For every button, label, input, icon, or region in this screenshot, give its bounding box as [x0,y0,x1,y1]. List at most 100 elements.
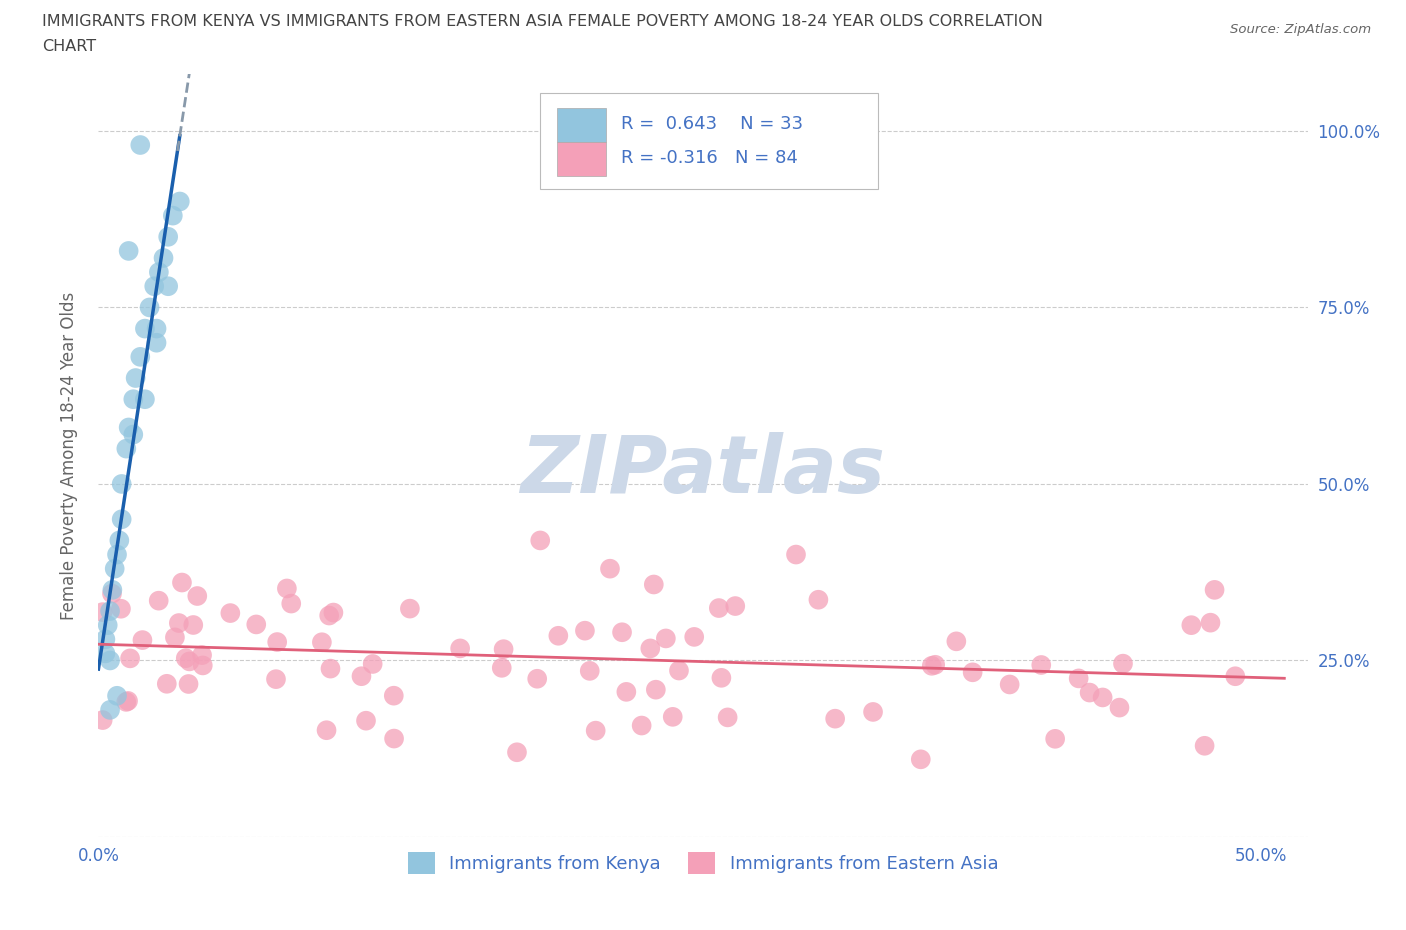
Point [824,711,846,726]
Point [945,634,967,649]
Point [156,676,179,691]
Point [1112,657,1135,671]
Point [105,688,128,703]
Point [318,608,340,623]
Point [148,265,170,280]
Point [574,623,596,638]
Text: ZIPatlas: ZIPatlas [520,432,886,510]
Point [655,631,678,645]
Point [131,632,153,647]
Point [169,194,191,209]
Point [683,630,706,644]
Point [177,676,200,691]
Point [104,561,127,576]
Point [322,605,344,620]
Point [630,718,652,733]
Legend: Immigrants from Kenya, Immigrants from Eastern Asia: Immigrants from Kenya, Immigrants from E… [401,844,1005,882]
Point [266,634,288,649]
Point [101,582,124,597]
Point [1108,700,1130,715]
Point [98,702,121,717]
Point [1180,618,1202,632]
Point [115,695,138,710]
FancyBboxPatch shape [557,142,606,176]
Point [101,586,124,601]
Point [148,593,170,608]
Point [110,602,132,617]
Point [614,684,637,699]
Point [315,723,337,737]
Point [181,618,204,632]
Point [506,745,529,760]
Point [962,665,984,680]
Point [129,350,152,365]
Point [98,604,121,618]
Point [529,533,551,548]
Point [191,647,214,662]
Point [163,630,186,644]
Point [94,646,117,661]
Point [1225,669,1247,684]
Y-axis label: Female Poverty Among 18-24 Year Olds: Female Poverty Among 18-24 Year Olds [59,292,77,619]
Point [707,601,730,616]
Text: IMMIGRANTS FROM KENYA VS IMMIGRANTS FROM EASTERN ASIA FEMALE POVERTY AMONG 18-24: IMMIGRANTS FROM KENYA VS IMMIGRANTS FROM… [42,14,1043,29]
Text: Source: ZipAtlas.com: Source: ZipAtlas.com [1230,23,1371,36]
Point [724,599,747,614]
Point [174,651,197,666]
Point [1204,582,1226,597]
Point [998,677,1021,692]
Point [785,547,807,562]
Text: R = -0.316   N = 84: R = -0.316 N = 84 [621,150,797,167]
Point [276,581,298,596]
Point [264,671,287,686]
Point [578,663,600,678]
Point [643,577,665,591]
Point [122,392,145,406]
Point [361,657,384,671]
Point [862,705,884,720]
Point [350,669,373,684]
Point [111,476,134,491]
Point [1199,616,1222,631]
Point [134,392,156,406]
Point [644,683,666,698]
Point [399,601,422,616]
Point [145,321,167,336]
Point [115,441,138,456]
Point [145,336,167,351]
Point [319,661,342,676]
Point [354,713,377,728]
Point [191,658,214,673]
Point [1078,685,1101,700]
Point [1031,658,1053,672]
Point [152,250,174,265]
Point [1194,738,1216,753]
Point [179,654,201,669]
Point [610,625,633,640]
Point [186,589,208,604]
Point [547,629,569,644]
Point [120,651,142,666]
Point [492,642,515,657]
Point [599,561,621,576]
Point [97,618,120,632]
Point [449,641,471,656]
Point [245,617,267,631]
Point [157,230,180,245]
Point [921,658,943,673]
Point [382,731,405,746]
Point [91,604,114,619]
Point [1091,690,1114,705]
FancyBboxPatch shape [540,94,879,189]
Point [167,616,190,631]
Point [807,592,830,607]
Point [382,688,405,703]
Point [108,533,131,548]
Point [98,653,121,668]
Point [122,427,145,442]
Point [134,321,156,336]
Point [118,244,141,259]
Point [129,138,152,153]
Point [117,694,139,709]
Point [585,724,607,738]
